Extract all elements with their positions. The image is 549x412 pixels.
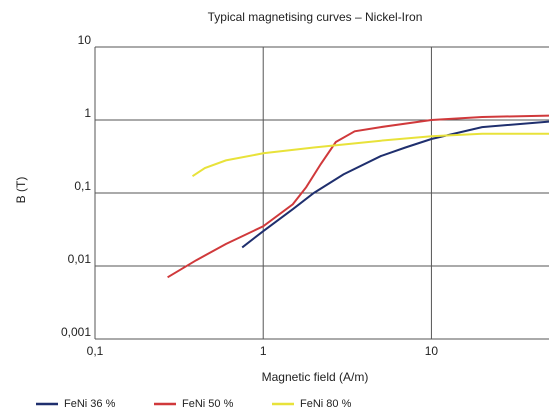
- series-line: [241, 120, 549, 249]
- chart-title: Typical magnetising curves – Nickel-Iron: [208, 10, 423, 24]
- y-tick-label: 0,001: [61, 325, 91, 339]
- y-tick-label: 1: [84, 106, 91, 120]
- x-tick-label: 0,1: [87, 344, 104, 358]
- series-line: [167, 114, 549, 279]
- y-tick-label: 10: [78, 33, 92, 47]
- y-axis-label: B (T): [14, 177, 28, 204]
- legend-label: FeNi 36 %: [64, 398, 116, 410]
- y-tick-label: 0,01: [68, 252, 92, 266]
- y-tick-label: 0,1: [74, 179, 91, 193]
- legend-label: FeNi 80 %: [300, 398, 352, 410]
- series-line: [191, 132, 549, 178]
- x-tick-label: 1: [260, 344, 267, 358]
- legend-label: FeNi 50 %: [182, 398, 234, 410]
- x-axis-label: Magnetic field (A/m): [262, 370, 369, 384]
- x-tick-label: 10: [425, 344, 439, 358]
